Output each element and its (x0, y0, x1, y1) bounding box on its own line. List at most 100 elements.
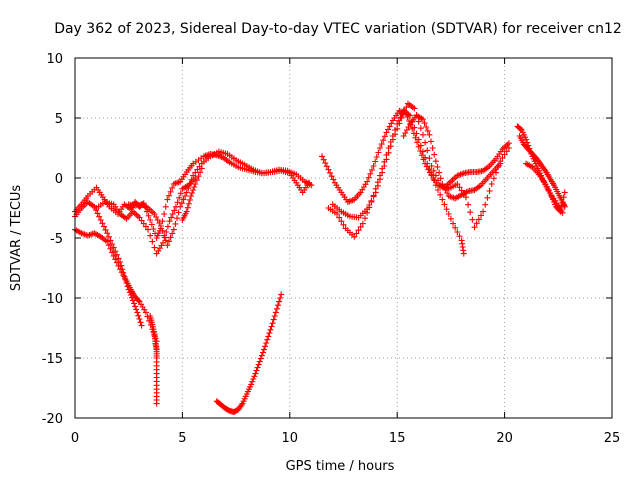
series-track-c (72, 226, 160, 345)
x-tick-label: 10 (282, 431, 299, 446)
data-point (162, 203, 169, 210)
series-track-l (400, 112, 504, 202)
data-point (278, 291, 285, 298)
data-point (166, 218, 173, 225)
data-point (174, 199, 181, 206)
data-point (439, 196, 446, 203)
data-point (505, 145, 512, 151)
data-point (136, 316, 143, 322)
data-point (389, 136, 396, 143)
data-point (183, 189, 190, 196)
data-point (379, 169, 386, 176)
data-point (159, 227, 166, 234)
data-point (368, 166, 375, 173)
data-point (471, 224, 478, 231)
data-point (359, 220, 366, 227)
data-point (423, 124, 430, 130)
data-point (187, 193, 194, 199)
data-point (406, 118, 413, 124)
series-track-e (93, 175, 199, 257)
data-point (191, 184, 198, 190)
data-point (336, 214, 343, 221)
data-point (426, 155, 433, 162)
data-point (320, 156, 327, 163)
data-point (364, 206, 371, 213)
data-point (164, 242, 171, 249)
data-point (323, 163, 330, 170)
data-point (381, 163, 388, 169)
data-point (153, 400, 160, 407)
data-point (561, 203, 568, 210)
data-point (328, 173, 335, 180)
data-point (411, 105, 418, 112)
data-point (257, 355, 264, 362)
data-point (436, 169, 443, 176)
data-point (454, 229, 461, 235)
data-point (264, 336, 271, 343)
data-point (192, 181, 199, 187)
data-point (178, 200, 185, 207)
data-point (270, 316, 277, 323)
data-point (250, 376, 257, 382)
data-point (465, 201, 472, 208)
data-point (105, 242, 112, 249)
data-point (113, 251, 120, 258)
x-tick-label: 25 (604, 431, 621, 446)
data-point (164, 196, 171, 203)
data-point (113, 259, 120, 266)
y-tick-label: -15 (42, 352, 63, 367)
data-point (162, 237, 169, 244)
data-point (373, 154, 380, 160)
data-point (161, 232, 168, 239)
y-tick-label: 0 (55, 172, 63, 187)
data-point (259, 349, 266, 356)
data-point (430, 176, 437, 183)
series-track-i (319, 107, 512, 205)
data-point (497, 160, 504, 167)
data-point (385, 149, 392, 156)
data-point (133, 306, 140, 313)
data-point (102, 226, 109, 233)
data-point (167, 188, 174, 195)
data-point (197, 169, 204, 176)
data-point (441, 201, 448, 208)
data-point (163, 229, 170, 235)
data-point (177, 203, 184, 210)
data-point (437, 191, 444, 198)
data-point (195, 173, 202, 180)
data-point (249, 378, 256, 385)
data-point (452, 224, 459, 231)
data-point (198, 165, 205, 172)
series-track-f (125, 148, 315, 249)
data-point (396, 120, 403, 127)
data-point (169, 184, 176, 191)
data-point (424, 127, 431, 134)
data-points (72, 100, 568, 415)
data-point (262, 343, 269, 350)
data-point (109, 241, 116, 247)
data-point (159, 218, 166, 225)
data-point (372, 158, 379, 165)
data-point (107, 245, 114, 252)
data-point (185, 200, 192, 207)
data-point (134, 309, 141, 316)
data-point (454, 181, 461, 187)
data-point (112, 256, 119, 263)
data-point (422, 139, 429, 146)
data-point (370, 163, 377, 169)
data-point (319, 153, 326, 160)
data-point (145, 226, 152, 233)
data-point (561, 189, 568, 196)
data-point (144, 313, 151, 320)
data-point (412, 134, 419, 141)
data-point (100, 223, 107, 230)
data-point (184, 204, 191, 211)
data-point (417, 142, 424, 149)
data-point (445, 211, 452, 217)
data-point (418, 152, 425, 159)
data-point (428, 163, 435, 169)
data-point (110, 253, 117, 259)
data-point (432, 158, 439, 165)
data-point (308, 182, 315, 189)
